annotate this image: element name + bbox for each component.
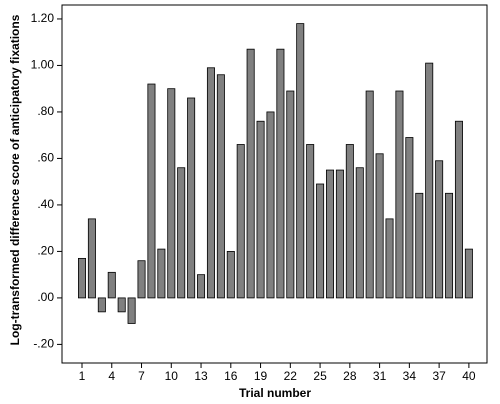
bar <box>87 218 96 299</box>
x-tick-label: 7 <box>138 369 145 383</box>
bar <box>395 90 404 299</box>
x-tick-label: 13 <box>194 369 208 383</box>
bar <box>286 90 295 299</box>
bar <box>117 297 126 313</box>
x-tick-label: 4 <box>108 369 115 383</box>
bar <box>296 23 305 299</box>
bar <box>464 248 473 299</box>
bar <box>256 120 265 299</box>
y-tick-label: .60 <box>37 151 54 165</box>
bar <box>246 48 255 299</box>
bar <box>415 192 424 299</box>
bar <box>316 183 325 299</box>
bar <box>107 271 116 299</box>
bar <box>345 144 354 299</box>
bar <box>78 257 87 299</box>
bar <box>147 83 156 299</box>
bar <box>127 297 136 324</box>
bar <box>216 74 225 299</box>
y-tick-label: 1.00 <box>31 58 55 72</box>
y-axis-title: Log-transformed difference score of anti… <box>8 14 22 345</box>
bar <box>167 88 176 299</box>
x-tick-label: 31 <box>373 369 387 383</box>
y-tick-label: .80 <box>37 104 54 118</box>
bar <box>306 144 315 299</box>
x-tick-label: 37 <box>432 369 446 383</box>
bar <box>375 153 384 299</box>
bar <box>266 111 275 299</box>
bar <box>435 160 444 299</box>
y-tick-label: .20 <box>37 244 54 258</box>
x-tick-label: 34 <box>403 369 417 383</box>
x-tick-label: 25 <box>313 369 327 383</box>
bar <box>355 167 364 299</box>
bar <box>177 167 186 299</box>
x-tick-label: 28 <box>343 369 357 383</box>
bar <box>157 248 166 299</box>
plot-frame <box>61 4 488 364</box>
bar <box>425 62 434 299</box>
bar <box>137 260 146 299</box>
bar <box>226 251 235 299</box>
x-tick-label: 1 <box>79 369 86 383</box>
y-tick-label: 1.20 <box>31 11 55 25</box>
bar <box>385 218 394 299</box>
bar <box>276 48 285 299</box>
bar <box>445 192 454 299</box>
y-tick-label: .00 <box>37 290 54 304</box>
x-tick-label: 40 <box>462 369 476 383</box>
bar <box>365 90 374 299</box>
bar <box>405 137 414 299</box>
bar <box>187 97 196 299</box>
x-axis-title: Trial number <box>239 386 311 400</box>
bar <box>325 169 334 299</box>
bar <box>97 297 106 313</box>
y-tick-label: -.20 <box>33 337 54 351</box>
bar <box>335 169 344 299</box>
bar <box>236 144 245 299</box>
y-tick-label: .40 <box>37 197 54 211</box>
bar <box>454 120 463 299</box>
x-tick-label: 19 <box>254 369 268 383</box>
bar <box>206 67 215 299</box>
x-tick-label: 16 <box>224 369 238 383</box>
x-tick-label: 22 <box>284 369 298 383</box>
bar <box>197 274 206 299</box>
x-tick-label: 10 <box>165 369 179 383</box>
